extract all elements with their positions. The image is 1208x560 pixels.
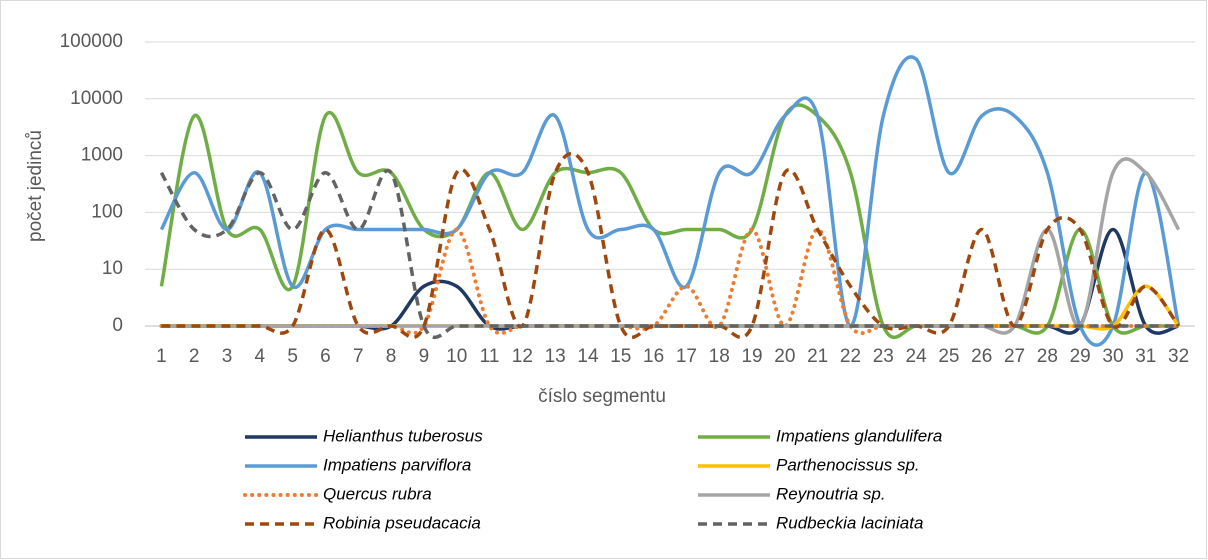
x-tick-label: 9 [419, 346, 430, 367]
legend-label: Impatiens parviflora [323, 455, 471, 474]
y-tick-label: 1000 [81, 145, 123, 166]
y-tick-label: 100 [91, 201, 123, 222]
x-tick-label: 29 [1070, 346, 1091, 367]
x-tick-label: 6 [320, 346, 331, 367]
x-tick-label: 30 [1102, 346, 1123, 367]
x-tick-label: 10 [446, 346, 467, 367]
x-tick-label: 23 [873, 346, 894, 367]
y-tick-label: 10000 [70, 88, 123, 109]
legend-label: Quercus rubra [323, 484, 432, 503]
legend-label: Robinia pseudacacia [323, 513, 481, 532]
x-tick-label: 4 [255, 346, 266, 367]
x-tick-label: 16 [643, 346, 664, 367]
legend-label: Parthenocissus sp. [776, 455, 920, 474]
x-tick-label: 13 [545, 346, 566, 367]
x-tick-label: 8 [386, 346, 397, 367]
x-tick-label: 21 [807, 346, 828, 367]
x-tick-label: 17 [676, 346, 697, 367]
x-tick-label: 18 [709, 346, 730, 367]
series-line [159, 168, 1179, 340]
y-tick-label: 10 [102, 258, 123, 279]
y-tick-label: 0 [112, 315, 123, 336]
legend-label: Impatiens glandulifera [776, 426, 942, 445]
x-tick-label: 5 [287, 346, 298, 367]
x-tick-label: 24 [906, 346, 928, 367]
legend-label: Helianthus tuberosus [323, 426, 483, 445]
x-tick-label: 1 [156, 346, 167, 367]
y-axis-title: počet jedinců [25, 130, 46, 242]
x-tick-label: 2 [189, 346, 200, 367]
x-tick-label: 27 [1004, 346, 1025, 367]
x-tick-label: 19 [741, 346, 762, 367]
x-tick-label: 15 [610, 346, 631, 367]
series-line [161, 152, 1181, 340]
x-tick-label: 32 [1168, 346, 1189, 367]
y-tick-label: 100000 [60, 31, 123, 52]
legend-label: Rudbeckia laciniata [776, 513, 923, 532]
x-tick-label: 20 [774, 346, 795, 367]
series-line [159, 55, 1181, 347]
legend-label: Reynoutria sp. [776, 484, 886, 503]
x-axis-title: číslo segmentu [538, 386, 666, 407]
x-tick-label: 26 [971, 346, 992, 367]
x-tick-label: 31 [1135, 346, 1156, 367]
x-tick-label: 25 [938, 346, 959, 367]
x-tick-label: 12 [512, 346, 533, 367]
x-tick-label: 14 [577, 346, 599, 367]
x-tick-label: 28 [1037, 346, 1058, 367]
x-tick-label: 11 [480, 346, 500, 367]
x-tick-label: 22 [840, 346, 861, 367]
x-tick-label: 3 [222, 346, 233, 367]
series-line [159, 227, 1181, 336]
x-tick-label: 7 [353, 346, 364, 367]
